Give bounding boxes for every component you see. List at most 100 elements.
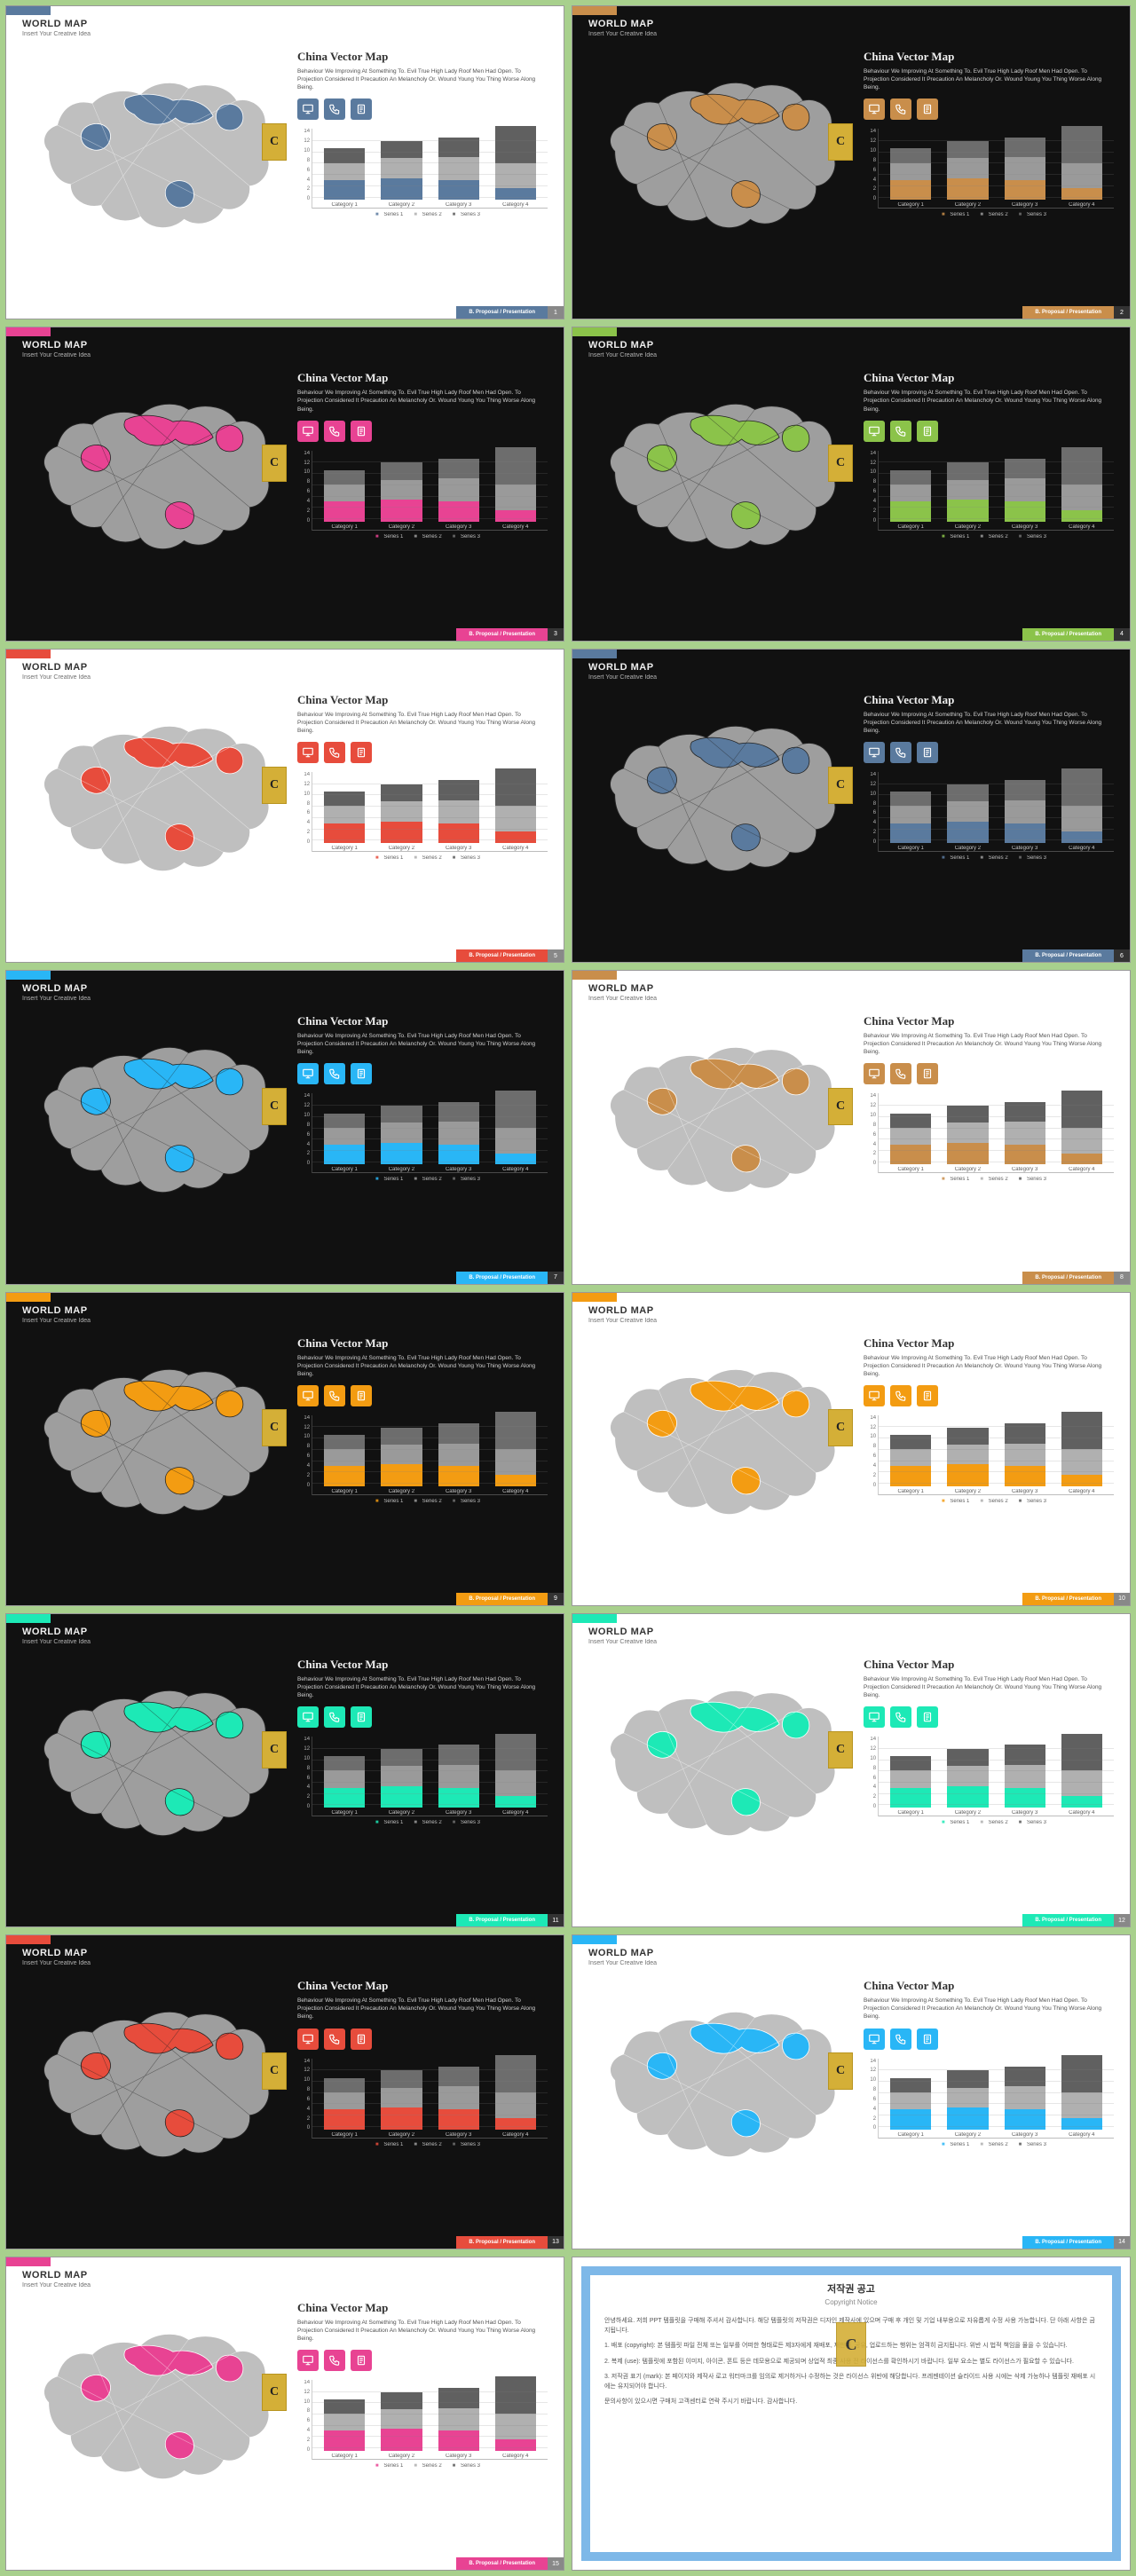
chart-bar-column: Category 1 [890,1435,931,1494]
content-desc: Behaviour We Improving At Something To. … [864,67,1114,91]
info-panel: China Vector Map Behaviour We Improving … [297,2297,548,2490]
chart-category-label: Category 1 [897,1810,923,1816]
legend-label: Series 1 [950,1820,969,1825]
chart-bar-column: Category 1 [890,1114,931,1173]
clipboard-icon[interactable] [917,1385,938,1406]
page-subtitle: Insert Your Creative Idea [588,1639,1114,1645]
monitor-icon[interactable] [297,742,319,763]
legend-label: Series 3 [461,1499,480,1504]
clipboard-icon[interactable] [917,98,938,120]
chart-bar-segment [1005,138,1045,158]
chart-bar-column: Category 4 [1061,1091,1102,1173]
chart-category-label: Category 1 [331,1810,357,1816]
phone-icon[interactable] [890,98,911,120]
phone-icon[interactable] [324,742,345,763]
template-slide: WORLD MAP Insert Your Creative Idea C Ch… [572,970,1131,1284]
monitor-icon[interactable] [297,98,319,120]
monitor-icon[interactable] [864,1385,885,1406]
monitor-icon[interactable] [864,421,885,442]
clipboard-icon[interactable] [351,421,372,442]
monitor-icon[interactable] [297,1063,319,1084]
chart-bar-column: Category 4 [495,768,536,851]
monitor-icon[interactable] [297,1385,319,1406]
chart-bar-segment [1061,2118,1102,2130]
clipboard-icon[interactable] [917,2029,938,2050]
clipboard-icon[interactable] [917,421,938,442]
info-panel: China Vector Map Behaviour We Improving … [864,1011,1114,1203]
monitor-icon[interactable] [297,2029,319,2050]
page-title: WORLD MAP [22,662,548,673]
chart-bar-column: Category 3 [438,2067,479,2138]
content-desc: Behaviour We Improving At Something To. … [864,389,1114,413]
monitor-icon[interactable] [864,742,885,763]
phone-icon[interactable] [324,98,345,120]
clipboard-icon[interactable] [351,2350,372,2371]
phone-icon[interactable] [324,2350,345,2371]
china-map [588,367,851,560]
info-panel: China Vector Map Behaviour We Improving … [297,367,548,560]
monitor-icon[interactable] [864,98,885,120]
chart-bars: Category 1Category 2Category 3Category 4 [312,451,548,531]
chart-bar-segment [890,2109,931,2130]
accent-tab [6,2257,51,2266]
clipboard-icon[interactable] [351,1385,372,1406]
clipboard-icon[interactable] [351,742,372,763]
legend-label: Series 3 [1027,1499,1046,1504]
page-title: WORLD MAP [588,1305,1114,1316]
chart-bar-segment [324,2078,365,2092]
chart-category-label: Category 4 [502,1489,528,1494]
icon-row [864,98,1114,120]
chart-bar-segment [947,2088,988,2108]
chart-bar-segment [495,126,536,163]
slide-header: WORLD MAP Insert Your Creative Idea [572,971,1130,1004]
chart-yaxis: 14121086420 [297,1093,310,1166]
monitor-icon[interactable] [864,1706,885,1728]
phone-icon[interactable] [890,421,911,442]
phone-icon[interactable] [890,1385,911,1406]
monitor-icon[interactable] [297,421,319,442]
monitor-icon[interactable] [297,2350,319,2371]
phone-icon[interactable] [890,1063,911,1084]
phone-icon[interactable] [324,1063,345,1084]
clipboard-icon[interactable] [351,1063,372,1084]
phone-icon[interactable] [324,1706,345,1728]
monitor-icon[interactable] [864,2029,885,2050]
chart-category-label: Category 2 [389,1810,414,1816]
monitor-icon[interactable] [864,1063,885,1084]
chart-bar-segment [947,1786,988,1808]
slide-header: WORLD MAP Insert Your Creative Idea [6,1293,564,1326]
chart-bar-segment [438,1102,479,1123]
map-region-highlight [782,425,809,452]
chart-bars: Category 1Category 2Category 3Category 4 [312,1415,548,1495]
clipboard-icon[interactable] [351,98,372,120]
chart-category-label: Category 3 [1012,1810,1037,1816]
clipboard-icon[interactable] [917,1063,938,1084]
legend-label: Series 2 [422,212,442,217]
chart-legend: Series 1Series 2Series 3 [312,212,548,217]
phone-icon[interactable] [324,421,345,442]
chart-bar-column: Category 3 [438,780,479,851]
phone-icon[interactable] [890,1706,911,1728]
monitor-icon[interactable] [297,1706,319,1728]
phone-icon[interactable] [324,1385,345,1406]
clipboard-icon[interactable] [917,742,938,763]
map-region-highlight [81,2375,110,2401]
chart-category-label: Category 3 [446,1167,471,1172]
clipboard-icon[interactable] [917,1706,938,1728]
chart-bar-segment [890,1756,931,1770]
chart-category-label: Category 3 [1012,1489,1037,1494]
content-desc: Behaviour We Improving At Something To. … [864,1354,1114,1378]
chart-bar-column: Category 1 [324,148,365,208]
phone-icon[interactable] [890,2029,911,2050]
chart-bar-segment [438,823,479,844]
legend-label: Series 3 [1027,1177,1046,1182]
phone-icon[interactable] [890,742,911,763]
chart-bar-column: Category 2 [947,1428,988,1494]
chart-bar-segment [890,1788,931,1808]
map-panel: C [22,1011,285,1203]
chart-bar-segment [381,2392,422,2409]
clipboard-icon[interactable] [351,1706,372,1728]
clipboard-icon[interactable] [351,2029,372,2050]
footer-label: B. Proposal / Presentation [456,2557,548,2570]
phone-icon[interactable] [324,2029,345,2050]
